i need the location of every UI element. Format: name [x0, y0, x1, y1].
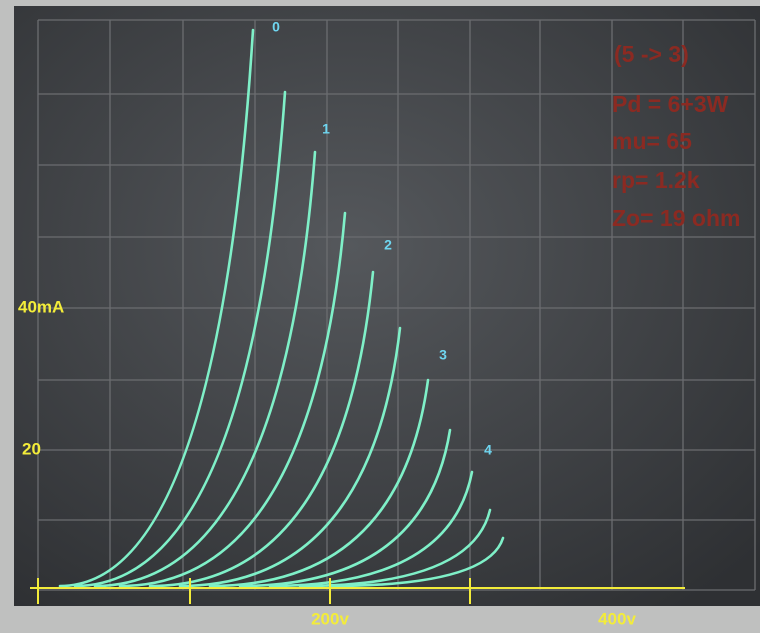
y-axis-label: 20: [22, 439, 41, 458]
annotation: rp= 1.2k: [612, 167, 700, 193]
annotation: mu= 65: [612, 128, 692, 154]
x-axis-label: 200v: [311, 609, 349, 628]
annotation: Pd = 6+3W: [612, 91, 729, 117]
curve-label: 4: [484, 442, 492, 458]
annotation: (5 -> 3): [614, 41, 689, 67]
y-axis-label: 40mA: [18, 297, 64, 316]
curve-label: 1: [322, 121, 330, 137]
graticule: [37, 19, 756, 591]
x-axis-label: 400v: [598, 609, 636, 628]
x-axis-overlay: [30, 578, 685, 604]
curve-label: 3: [439, 347, 447, 363]
curve-label: 2: [384, 237, 392, 253]
curve-label: 0: [272, 19, 280, 35]
plate-curves: [58, 28, 505, 588]
annotation: Zo= 19 ohm: [612, 205, 740, 231]
screen: [14, 6, 760, 606]
